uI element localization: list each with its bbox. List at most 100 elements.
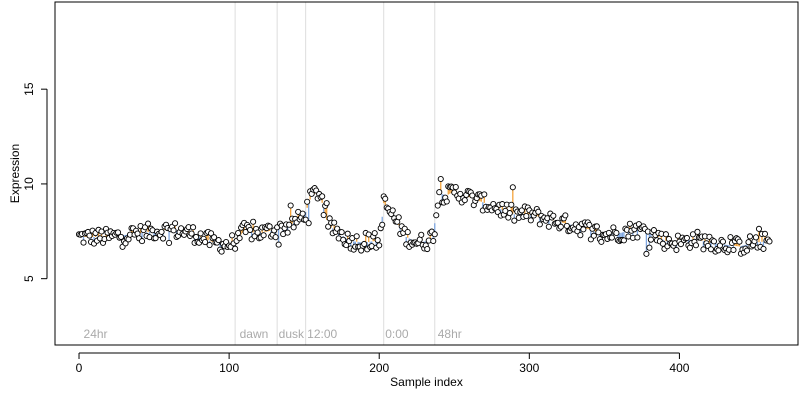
data-point bbox=[178, 225, 185, 232]
data-point bbox=[145, 220, 152, 227]
y-tick-label: 5 bbox=[22, 275, 36, 282]
data-point bbox=[430, 237, 437, 245]
data-point bbox=[139, 238, 146, 245]
data-point bbox=[374, 237, 381, 244]
data-point bbox=[338, 229, 345, 236]
data-point bbox=[272, 234, 279, 241]
data-point bbox=[626, 220, 633, 227]
period-label: dusk bbox=[279, 327, 305, 341]
data-point bbox=[235, 229, 242, 237]
data-point bbox=[206, 241, 213, 249]
data-point bbox=[613, 229, 620, 237]
data-point bbox=[563, 222, 570, 229]
y-axis: 5 10 15 bbox=[22, 82, 48, 282]
data-point bbox=[193, 233, 200, 241]
data-point bbox=[376, 242, 383, 249]
data-point bbox=[117, 233, 125, 240]
data-point bbox=[683, 234, 690, 242]
period-label: 0:00 bbox=[385, 327, 409, 341]
data-point bbox=[247, 226, 254, 233]
data-point bbox=[766, 238, 773, 245]
period-label: dawn bbox=[240, 327, 269, 341]
data-point bbox=[595, 229, 602, 236]
data-point bbox=[554, 219, 561, 226]
data-point bbox=[286, 221, 293, 228]
data-point bbox=[508, 201, 515, 208]
data-point bbox=[436, 189, 443, 196]
data-point bbox=[689, 231, 696, 238]
data-point bbox=[760, 245, 767, 252]
data-point bbox=[287, 202, 294, 209]
data-point bbox=[716, 242, 723, 249]
y-tick-label: 15 bbox=[22, 82, 36, 96]
data-point bbox=[358, 247, 365, 254]
data-point bbox=[166, 239, 173, 246]
data-point bbox=[152, 235, 159, 242]
data-point bbox=[433, 212, 440, 219]
data-point bbox=[577, 232, 584, 239]
data-point bbox=[379, 221, 386, 228]
data-point bbox=[590, 232, 597, 239]
data-point bbox=[452, 184, 459, 191]
data-point bbox=[692, 242, 699, 249]
data-point bbox=[535, 208, 542, 215]
data-point bbox=[736, 238, 743, 245]
period-label: 12:00 bbox=[307, 327, 337, 341]
data-point bbox=[647, 236, 654, 243]
data-point bbox=[673, 246, 680, 254]
data-point bbox=[299, 210, 306, 217]
data-point bbox=[284, 229, 291, 236]
data-point bbox=[197, 230, 204, 237]
data-point bbox=[395, 214, 402, 221]
data-point bbox=[229, 232, 236, 239]
x-tick-label: 300 bbox=[519, 361, 539, 375]
data-point bbox=[608, 234, 615, 241]
data-point bbox=[598, 238, 605, 245]
data-point bbox=[511, 217, 518, 224]
data-point bbox=[545, 223, 552, 230]
data-point bbox=[343, 242, 350, 249]
data-point bbox=[523, 213, 530, 220]
y-tick-label: 10 bbox=[22, 177, 36, 191]
period-label: 48hr bbox=[438, 327, 462, 341]
data-point bbox=[371, 230, 378, 237]
data-point bbox=[646, 244, 653, 251]
data-point bbox=[236, 235, 243, 242]
data-point bbox=[536, 221, 543, 228]
data-point bbox=[527, 217, 534, 224]
data-point bbox=[457, 190, 464, 197]
data-point bbox=[518, 207, 525, 214]
data-point bbox=[461, 197, 468, 204]
data-point bbox=[469, 192, 476, 199]
data-point bbox=[662, 231, 669, 238]
data-point bbox=[761, 230, 769, 237]
data-point bbox=[593, 223, 600, 230]
period-label: 24hr bbox=[84, 327, 108, 341]
data-point bbox=[290, 224, 297, 231]
data-point bbox=[437, 175, 444, 183]
data-point bbox=[190, 224, 197, 231]
data-point bbox=[481, 191, 488, 198]
data-point bbox=[172, 220, 179, 227]
data-point bbox=[431, 231, 438, 238]
data-point bbox=[160, 235, 167, 242]
data-point bbox=[634, 234, 641, 241]
data-point bbox=[202, 239, 209, 246]
data-point bbox=[266, 223, 273, 230]
data-point bbox=[418, 231, 425, 238]
x-tick-label: 100 bbox=[219, 361, 239, 375]
data-point bbox=[254, 229, 261, 236]
x-axis: 0 100 200 300 400 bbox=[76, 352, 690, 375]
data-point bbox=[331, 219, 338, 226]
data-point bbox=[320, 211, 327, 219]
plot-area: 24hr dawn dusk 12:00 0:00 48hr bbox=[75, 2, 773, 345]
data-point bbox=[170, 227, 177, 234]
plot-frame bbox=[54, 1, 799, 346]
data-point bbox=[250, 218, 257, 225]
data-point bbox=[305, 220, 312, 227]
data-point bbox=[404, 229, 411, 236]
data-point bbox=[700, 246, 707, 253]
data-point bbox=[694, 228, 701, 235]
